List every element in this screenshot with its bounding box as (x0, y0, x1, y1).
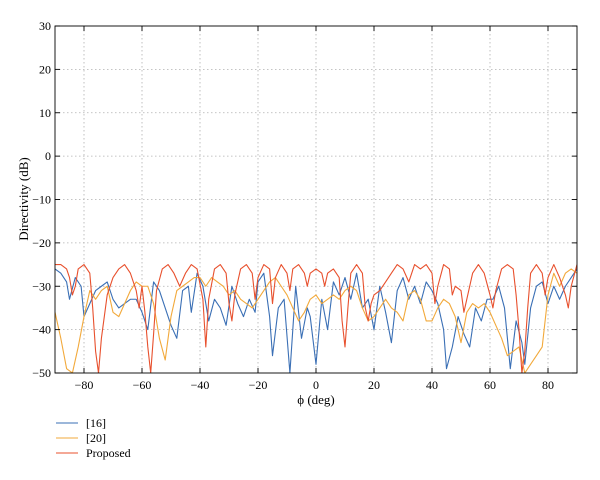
y-axis-label: Directivity (dB) (16, 157, 31, 240)
series-line-16 (55, 268, 577, 373)
series-line-proposed (55, 264, 577, 373)
x-tick-label: −20 (249, 378, 268, 392)
legend-label-20: [20] (86, 431, 106, 445)
series-layer (55, 264, 577, 373)
legend: [16] [20] Proposed (56, 416, 131, 460)
grid-layer (55, 26, 577, 373)
x-tick-label: 80 (542, 378, 554, 392)
y-tick-label: 30 (39, 19, 51, 33)
y-tick-label: −10 (32, 193, 51, 207)
y-tick-label: −50 (32, 366, 51, 380)
y-tick-label: 20 (39, 62, 51, 76)
x-tick-label: −80 (75, 378, 94, 392)
x-tick-label: −40 (191, 378, 210, 392)
legend-label-proposed: Proposed (86, 446, 131, 460)
x-tick-label: 0 (313, 378, 319, 392)
x-tick-label: −60 (133, 378, 152, 392)
x-axis-label: ϕ (deg) (297, 392, 335, 407)
tick-layer (55, 25, 577, 374)
x-tick-label: 60 (484, 378, 496, 392)
tick-label-layer: −80 −60 −40 −20 0 20 40 60 80 30 20 10 0 −10 −20 −30 −40… (32, 19, 554, 392)
y-tick-label: −30 (32, 279, 51, 293)
y-tick-label: −20 (32, 236, 51, 250)
x-tick-label: 20 (368, 378, 380, 392)
y-tick-label: 10 (39, 106, 51, 120)
legend-label-16: [16] (86, 416, 106, 430)
y-tick-label: 0 (45, 149, 51, 163)
y-tick-label: −40 (32, 323, 51, 337)
x-tick-label: 40 (426, 378, 438, 392)
